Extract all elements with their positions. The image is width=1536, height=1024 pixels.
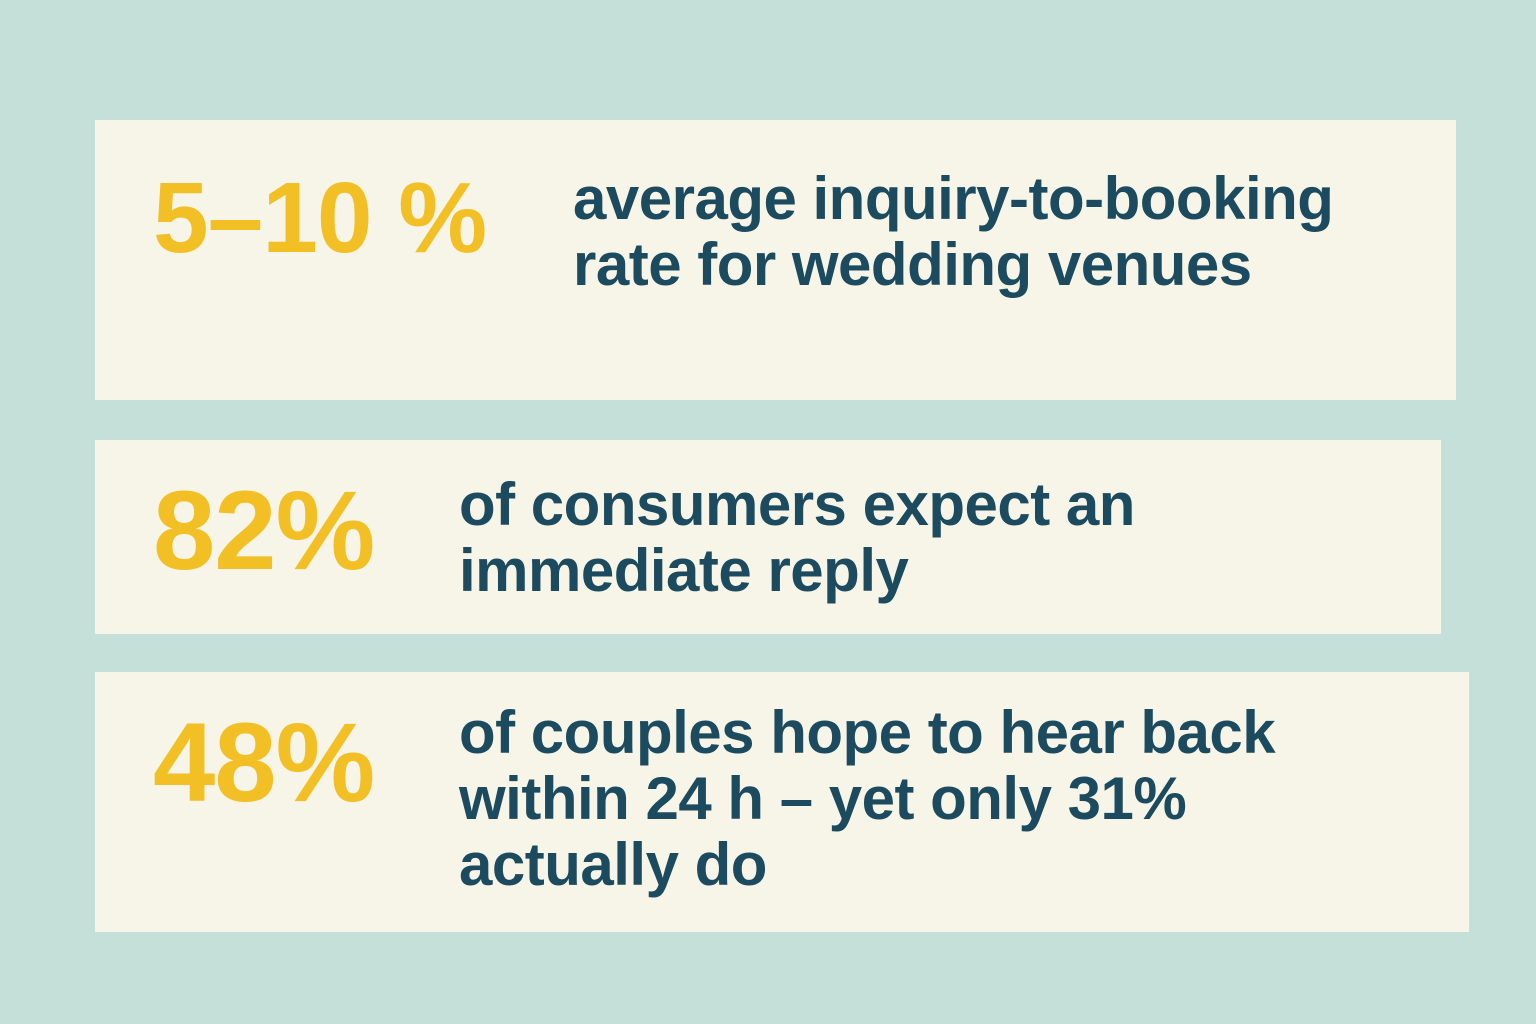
stat-card-immediate-reply: 82% of consumers expect an immediate rep… bbox=[95, 440, 1441, 634]
stat-card-response-time: 48% of couples hope to hear back within … bbox=[95, 672, 1469, 932]
stat-value: 5–10 % bbox=[153, 162, 487, 274]
stat-value: 82% bbox=[153, 468, 375, 593]
stat-description: average inquiry-to-booking rate for wedd… bbox=[573, 165, 1334, 298]
stat-card-inquiry-rate: 5–10 % average inquiry-to-booking rate f… bbox=[95, 120, 1456, 400]
stat-description: of couples hope to hear back within 24 h… bbox=[459, 699, 1276, 898]
stat-value: 48% bbox=[153, 700, 375, 825]
stat-description: of consumers expect an immediate reply bbox=[459, 471, 1135, 604]
